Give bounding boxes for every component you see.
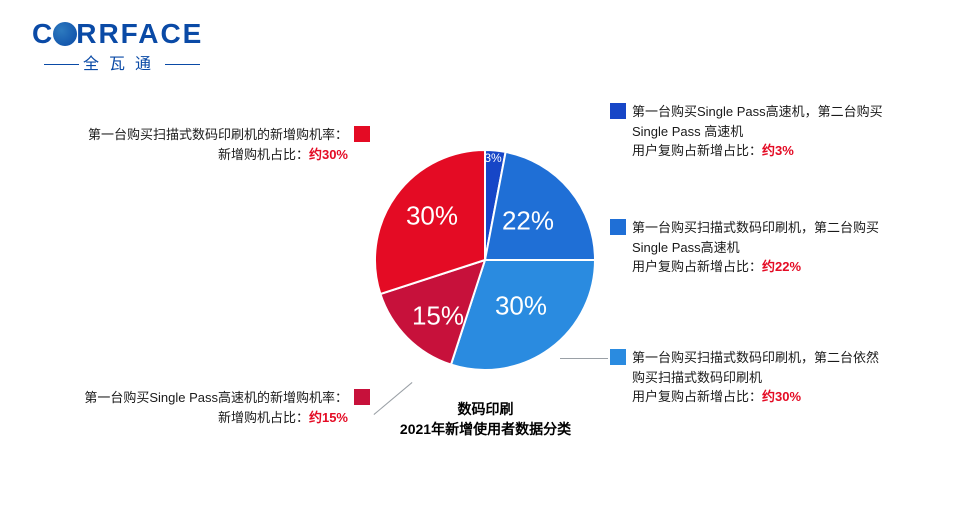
callout-text: 第一台购买扫描式数码印刷机，第二台依然 [632,350,879,365]
callout: 第一台购买Single Pass高速机，第二台购买 Single Pass 高速机… [610,102,940,161]
callout-text: 用户复购占新增占比： [632,143,762,158]
callout-highlight: 约22% [762,259,801,274]
callout-highlight: 约3% [762,143,794,158]
callout: 第一台购买扫描式数码印刷机的新增购机率： 新增购机占比：约30% [30,125,370,164]
legend-swatch [610,219,626,235]
legend-swatch [354,126,370,142]
caption-line1: 数码印刷 [458,401,514,417]
callout-text: Single Pass 高速机 [610,122,940,142]
callout-text: Single Pass高速机 [610,238,940,258]
callout: 第一台购买扫描式数码印刷机，第二台依然购买扫描式数码印刷机用户复购占新增占比：约… [610,348,940,407]
callout-highlight: 约30% [309,147,348,162]
logo-wordmark: C RRFACE [32,20,204,48]
callout-text: 第一台购买扫描式数码印刷机，第二台购买 [632,220,879,235]
caption-line2: 2021年新增使用者数据分类 [400,421,571,437]
pie-chart [375,150,595,370]
chart-caption: 数码印刷 2021年新增使用者数据分类 [0,400,971,439]
logo-subtitle: 全瓦通 [32,50,204,74]
globe-icon [53,22,77,46]
leader-line [560,358,608,359]
pie-svg [375,150,595,370]
brand-logo: C RRFACE 全瓦通 [32,20,204,74]
logo-suffix: RRFACE [76,18,203,49]
callout-text: 用户复购占新增占比： [632,259,762,274]
legend-swatch [610,349,626,365]
callout-text: 购买扫描式数码印刷机 [610,368,940,388]
logo-prefix: C [32,18,54,49]
callout: 第一台购买扫描式数码印刷机，第二台购买 Single Pass高速机用户复购占新增… [610,218,940,277]
callout-text: 第一台购买扫描式数码印刷机的新增购机率： [88,127,348,142]
legend-swatch [610,103,626,119]
callout-text: 新增购机占比： [218,147,309,162]
callout-text: 第一台购买Single Pass高速机，第二台购买 [632,104,883,119]
